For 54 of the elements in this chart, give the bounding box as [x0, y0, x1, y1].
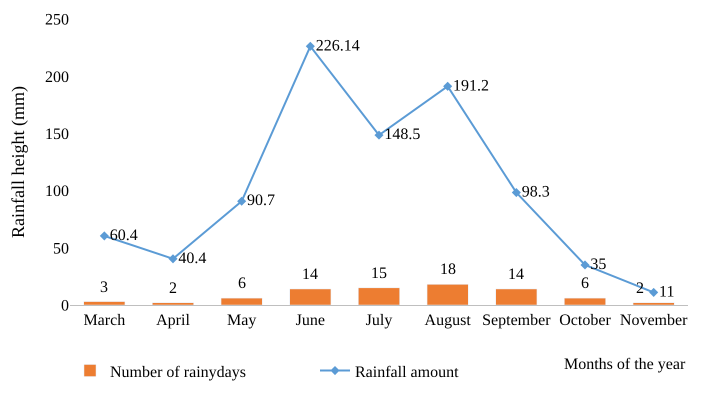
- y-tick-label: 100: [45, 183, 69, 200]
- data-label: 226.14: [316, 37, 360, 54]
- data-label: 35: [590, 256, 606, 273]
- data-label: 191.2: [453, 77, 490, 94]
- legend-label: Number of rainydays: [110, 364, 246, 381]
- point: [580, 260, 590, 270]
- data-label: 14: [508, 266, 524, 283]
- bar: [426, 284, 469, 305]
- y-tick-label: 150: [45, 126, 69, 143]
- data-label: 98.3: [522, 184, 550, 201]
- data-label: 11: [659, 283, 674, 300]
- point: [443, 82, 452, 91]
- bar: [83, 301, 126, 305]
- point: [237, 196, 246, 206]
- data-label: 6: [581, 275, 589, 292]
- data-label: 14: [302, 266, 318, 283]
- y-tick-label: 250: [45, 12, 69, 29]
- data-label: 3: [100, 279, 108, 296]
- bar: [289, 288, 332, 305]
- x-tick-label: April: [156, 312, 190, 330]
- data-label: 15: [371, 265, 387, 282]
- y-tick-label: 50: [53, 240, 69, 258]
- y-tick-label: 200: [45, 68, 69, 86]
- data-label: 60.4: [110, 226, 138, 244]
- bar: [564, 298, 606, 305]
- point: [168, 254, 178, 264]
- point: [306, 42, 315, 51]
- y-axis-title: Rainfall height (mm): [8, 86, 28, 238]
- x-tick-label: October: [559, 312, 612, 330]
- data-label: 6: [238, 275, 246, 292]
- x-tick-label: September: [482, 312, 552, 330]
- x-tick-label: June: [296, 312, 325, 330]
- bar: [358, 288, 400, 305]
- x-axis-title: Months of the year: [564, 356, 686, 373]
- bar: [220, 298, 263, 305]
- point: [649, 288, 658, 297]
- x-tick-label: May: [227, 312, 256, 330]
- data-label: 40.4: [178, 250, 206, 267]
- data-label: 90.7: [247, 192, 276, 210]
- x-tick-label: November: [620, 312, 688, 330]
- bar: [495, 288, 538, 305]
- x-tick-label: July: [366, 312, 392, 330]
- data-label: 18: [440, 261, 456, 278]
- y-tick-label: 0: [61, 298, 69, 315]
- legend-label: Rainfall amount: [355, 364, 460, 381]
- data-label: 2: [169, 280, 177, 297]
- point: [100, 231, 109, 240]
- data-label: 148.5: [384, 126, 420, 144]
- bar: [632, 302, 675, 305]
- bar: [152, 302, 194, 305]
- point: [374, 130, 384, 140]
- x-tick-label: August: [424, 312, 472, 330]
- x-tick-label: March: [83, 312, 126, 330]
- point: [512, 188, 521, 198]
